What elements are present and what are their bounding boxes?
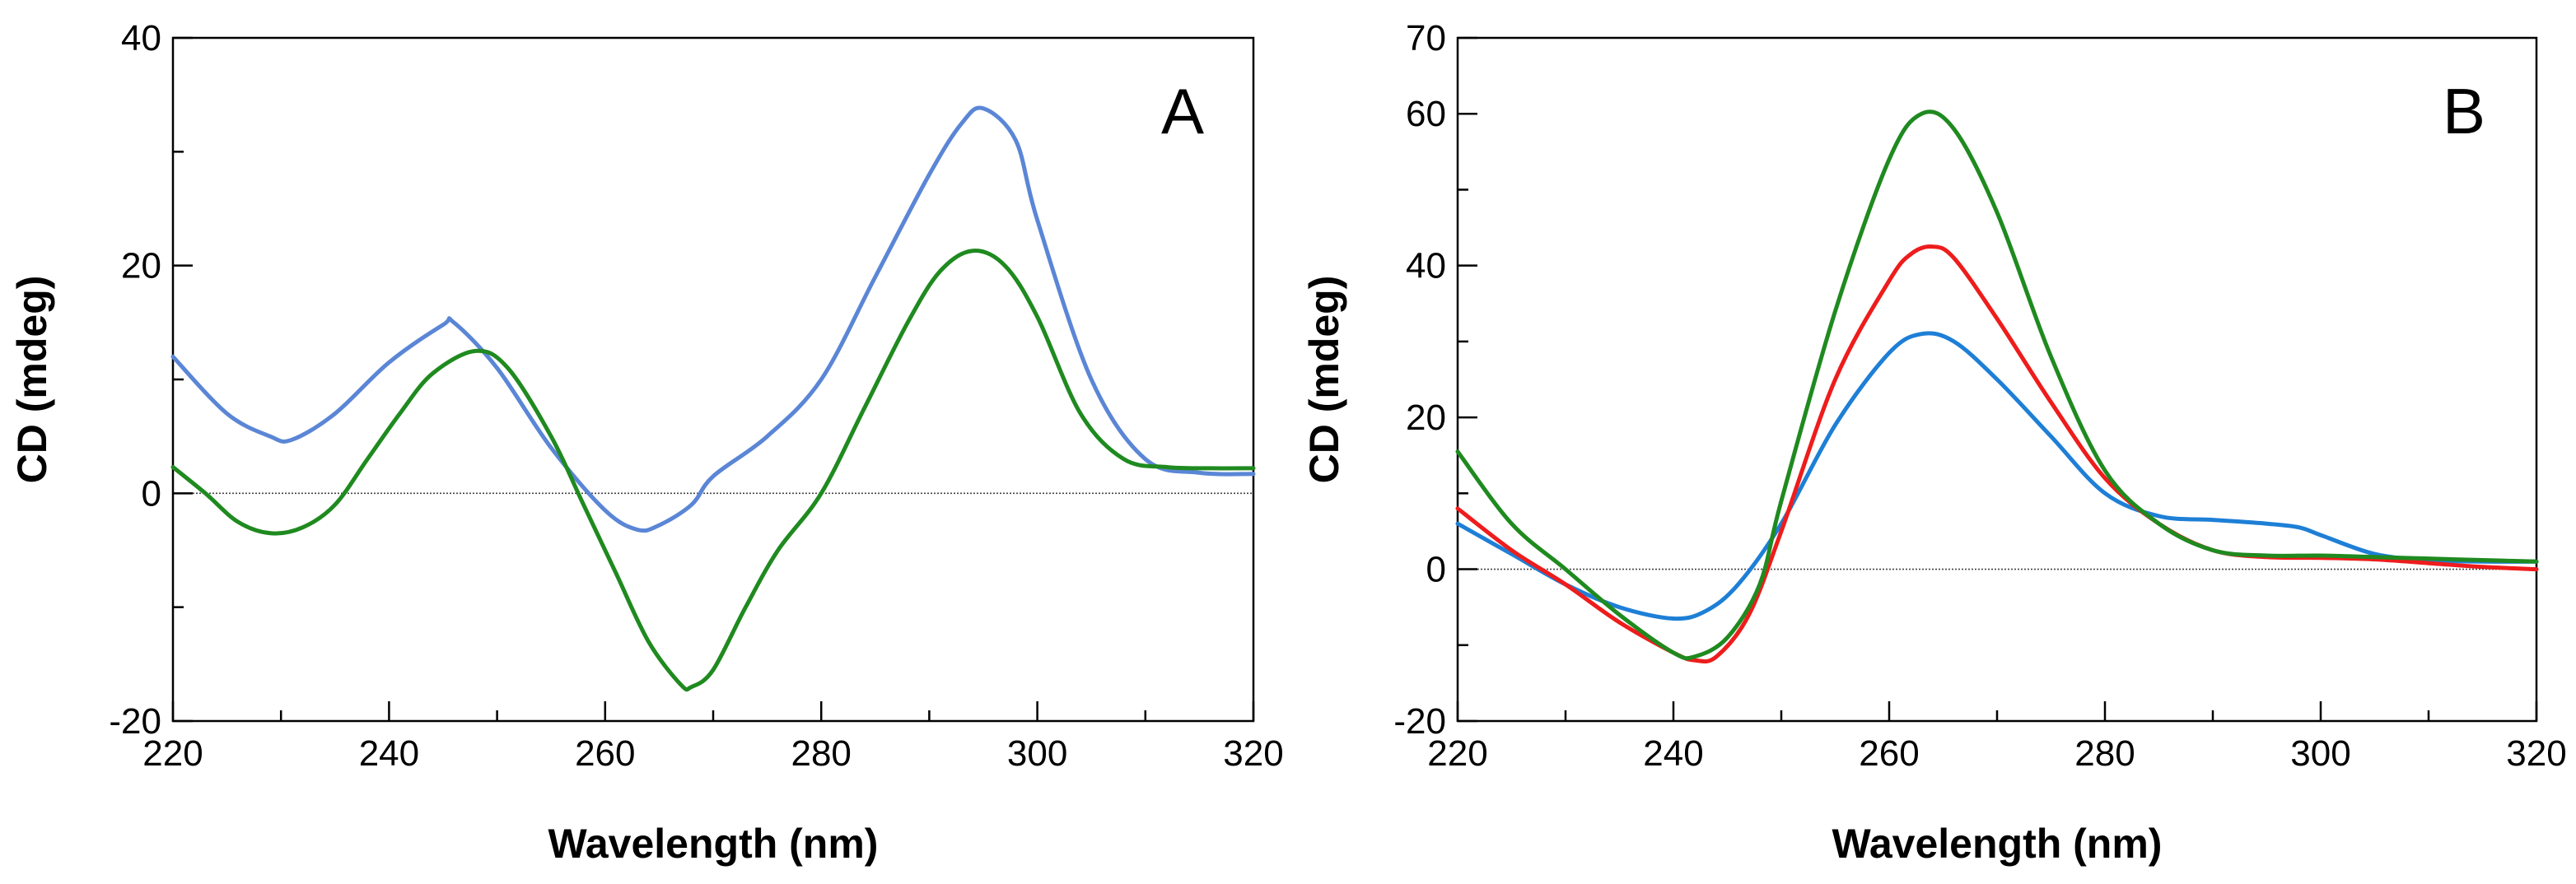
- y-tick-label: 60: [1406, 94, 1446, 134]
- series-line-blue: [1455, 331, 2539, 621]
- x-tick-label: 300: [1007, 733, 1067, 774]
- series-line-blue: [170, 105, 1256, 533]
- panel-label: A: [1161, 75, 1204, 147]
- y-axis-title: CD (mdeg): [1301, 276, 1347, 484]
- series-line-green: [1455, 109, 2539, 661]
- x-tick-label: 240: [1643, 733, 1703, 774]
- y-tick-label: 0: [142, 473, 161, 514]
- y-tick-label: 40: [1406, 246, 1446, 286]
- x-tick-label: 300: [2290, 733, 2350, 774]
- y-axis-title: CD (mdeg): [9, 276, 55, 484]
- x-axis-title: Wavelength (nm): [1832, 821, 2163, 867]
- x-tick-label: 320: [2506, 733, 2566, 774]
- x-tick-label: 260: [575, 733, 635, 774]
- x-tick-label: 280: [2074, 733, 2135, 774]
- series-line-green: [170, 249, 1256, 692]
- y-tick-label: 40: [121, 18, 161, 58]
- y-tick-label: 70: [1406, 18, 1446, 58]
- series-line-red: [1455, 244, 2539, 664]
- chart-panel-a: 220 240 260 280 300 320 -20 0 20 40 Wavelength (nm…: [9, 18, 1284, 867]
- x-tick-label: 240: [359, 733, 419, 774]
- x-tick-label: 220: [1427, 733, 1487, 774]
- y-tick-label: -20: [1393, 701, 1446, 742]
- y-tick-label: 20: [121, 246, 161, 286]
- y-tick-label: 20: [1406, 398, 1446, 438]
- x-tick-label: 220: [142, 733, 203, 774]
- panel-label: B: [2443, 75, 2485, 147]
- y-tick-label: 0: [1426, 550, 1446, 590]
- x-axis-title: Wavelength (nm): [548, 821, 879, 867]
- y-tick-label: -20: [109, 701, 161, 742]
- x-tick-label: 280: [791, 733, 851, 774]
- chart-panel-b: 220 240 260 280 300 320 -20 0 20 40 60 70 Wavelength…: [1301, 18, 2567, 867]
- x-tick-label: 260: [1859, 733, 1919, 774]
- x-tick-label: 320: [1223, 733, 1283, 774]
